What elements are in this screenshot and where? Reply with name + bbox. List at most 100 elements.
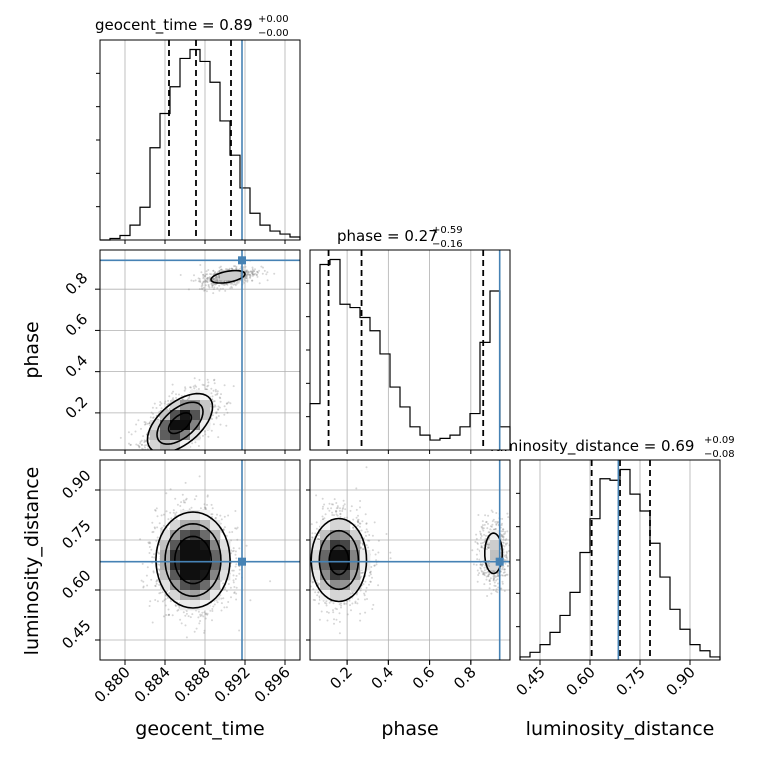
sample-point [224,405,226,407]
sample-point [213,423,215,425]
sample-point [198,388,200,390]
sample-point [213,379,215,381]
density-cell [190,530,200,540]
sample-point [221,598,223,600]
sample-point [212,395,214,397]
sample-point [200,507,202,509]
sample-point [198,277,200,279]
sample-point [211,610,213,612]
sample-point [191,507,193,509]
corner-plot: geocent_time = 0.89 +0.00 −0.00 phase = … [0,0,760,760]
sample-point [204,275,206,277]
sample-point [207,381,209,383]
sample-point [149,552,151,554]
sample-point [183,501,185,503]
sample-point [149,600,151,602]
sample-point [230,587,232,589]
sample-point [205,284,207,286]
sample-point [151,522,153,524]
sample-point [193,387,195,389]
sample-point [190,387,192,389]
sample-point [231,531,233,533]
sample-point [156,452,158,454]
sample-point [262,267,264,269]
sample-point [233,592,235,594]
sample-point [175,397,177,399]
sample-point [145,456,147,458]
sample-point [224,384,226,386]
sample-point [216,514,218,516]
sample-point [156,457,158,459]
sample-point [204,503,206,505]
sample-point [163,514,165,516]
sample-point [246,277,248,279]
density-cell [180,550,190,560]
sample-point [223,284,225,286]
sample-point [211,430,213,432]
sample-point [228,583,230,585]
sample-point [156,407,158,409]
sample-point [170,517,172,519]
sample-point [215,517,217,519]
sample-point [180,450,182,452]
sample-point [130,444,132,446]
sample-point [168,455,170,457]
sample-point [181,451,183,453]
sample-point [184,390,186,392]
sample-point [212,414,214,416]
sample-point [149,605,151,607]
sample-point [365,513,367,515]
sample-point [221,610,223,612]
sample-point [225,425,227,427]
sample-point [212,279,214,281]
density-cell [160,440,170,450]
sample-point [374,521,376,523]
sample-point [146,585,148,587]
sample-point [212,270,214,272]
sample-point [179,619,181,621]
sample-point [183,611,185,613]
sample-point [154,509,156,511]
sample-point [247,279,249,281]
sample-point [210,388,212,390]
sample-point [212,292,214,294]
sample-point [151,556,153,558]
sample-point [175,393,177,395]
sample-point [257,276,259,278]
sample-point [202,274,204,276]
sample-point [207,269,209,271]
sample-point [195,495,197,497]
sample-point [211,504,213,506]
sample-point [174,498,176,500]
sample-point [128,443,130,445]
sample-point [153,572,155,574]
sample-point [234,265,236,267]
sample-point [239,569,241,571]
sample-point [306,569,308,571]
sample-point [233,385,235,387]
sample-point [169,455,171,457]
sample-point [229,287,231,289]
sample-point [234,510,236,512]
sample-point [180,450,182,452]
sample-point [186,636,188,638]
sample-point [301,545,303,547]
sample-point [163,458,165,460]
sample-point [115,452,117,454]
sample-point [358,519,360,521]
sample-point [236,587,238,589]
sample-point [156,526,158,528]
sample-point [262,273,264,275]
sample-point [138,445,140,447]
sample-point [167,400,169,402]
sample-point [215,406,217,408]
sample-point [236,539,238,541]
sample-point [232,550,234,552]
density-cell [180,410,190,420]
sample-point [175,604,177,606]
sample-point [158,456,160,458]
sample-point [231,268,233,270]
sample-point [155,455,157,457]
sample-point [223,606,225,608]
sample-point [150,579,152,581]
